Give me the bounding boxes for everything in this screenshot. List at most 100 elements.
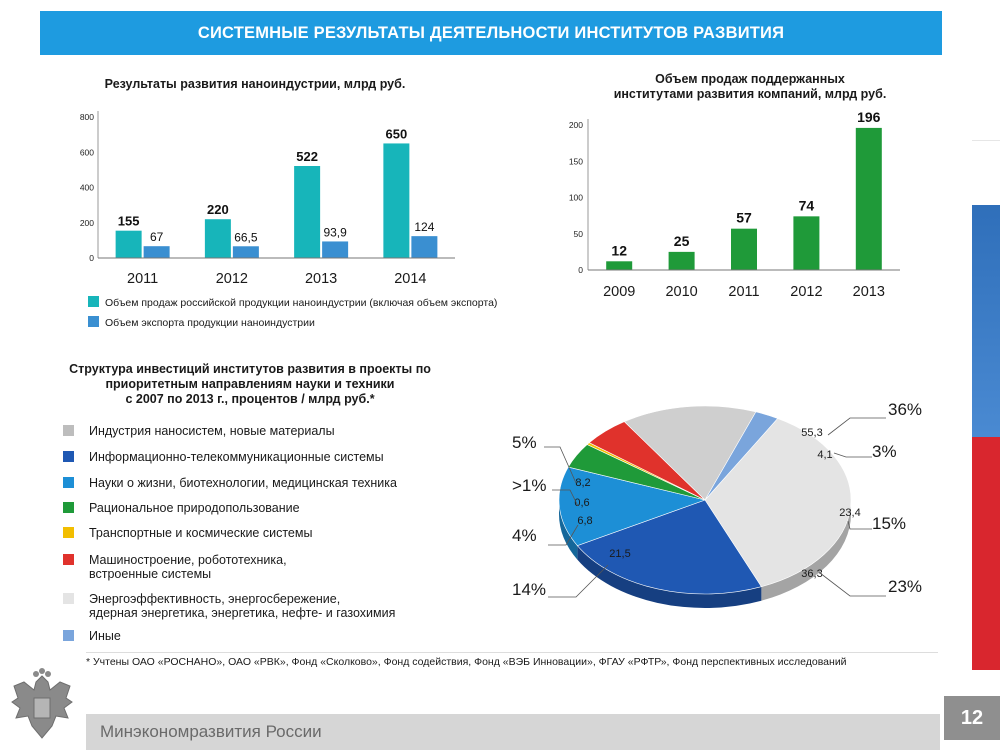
chart1-x-tick: 2014 — [394, 271, 426, 287]
chart1-title: Результаты развития наноиндустрии, млрд … — [104, 77, 406, 91]
chart2-title-line-1: институтами развития компаний, млрд руб. — [613, 87, 887, 101]
chart2-y-tick: 150 — [569, 156, 583, 166]
pie-leader-line — [548, 524, 579, 546]
chart3-legend-label-6a: Энергоэффективность, энергосбережение, — [89, 592, 341, 606]
chart2-data-label: 57 — [736, 210, 752, 226]
pie-slice-side — [559, 500, 578, 560]
chart1-bar — [143, 246, 170, 258]
pie-slice-side — [761, 500, 851, 601]
chart3-legend-label-4: Транспортные и космические системы — [89, 526, 313, 540]
chart1-y-tick: 0 — [89, 253, 94, 263]
chart1-legend-swatch-0 — [88, 296, 99, 307]
chart1-legend-label-0: Объем продаж российской продукции наноин… — [105, 297, 498, 309]
chart1-plot: 800 600 400 200 0 155 67 2011 220 66,5 2012 522 93,9… — [80, 111, 455, 287]
chart2-bar — [793, 216, 820, 270]
chart3-legend-swatch-6 — [63, 593, 74, 604]
chart2-title: Объем продаж поддержанных институтами ра… — [560, 72, 940, 102]
pie-value-label: 0,6 — [574, 497, 589, 509]
chart3-legend-label-3: Рациональное природопользование — [89, 501, 300, 515]
chart3-legend-swatch-3 — [63, 502, 74, 513]
chart1-x-tick: 2012 — [216, 271, 248, 287]
pie-percent-label: 23% — [888, 577, 922, 596]
chart2-data-label: 196 — [857, 109, 881, 125]
chart3-legend-label-6b: ядерная энергетика, энергетика, нефте- и… — [89, 606, 396, 620]
footnote: * Учтены ОАО «РОСНАНО», ОАО «РВК», Фонд … — [86, 656, 847, 668]
pie-slice — [576, 499, 762, 595]
ministry-name: Минэкономразвития России — [100, 722, 322, 741]
footnote-divider — [86, 652, 938, 653]
chart1-bar — [232, 246, 259, 258]
chart2-x-tick: 2009 — [603, 284, 635, 300]
chart2-data-label: 12 — [611, 242, 627, 258]
chart2-bar — [855, 127, 882, 271]
chart3-legend-swatch-5 — [63, 554, 74, 565]
chart2-x-tick: 2011 — [728, 284, 759, 300]
chart1-y-tick: 400 — [80, 183, 94, 193]
chart3-title: Структура инвестиций институтов развития… — [55, 362, 445, 407]
pie-percent-label: 36% — [888, 400, 922, 419]
chart3-title-line-2: с 2007 по 2013 г., процентов / млрд руб.… — [125, 392, 375, 406]
page-title: СИСТЕМНЫЕ РЕЗУЛЬТАТЫ ДЕЯТЕЛЬНОСТИ ИНСТИТ… — [197, 24, 785, 42]
flag-stripe-blue — [972, 205, 1000, 437]
pie-leader-line — [847, 520, 872, 530]
chart1-legend-swatch-1 — [88, 316, 99, 327]
chart1-x-tick: 2011 — [127, 271, 158, 287]
chart2-x-tick: 2013 — [853, 284, 885, 300]
chart2-plot: 200 150 100 50 0 12 2009 25 2010 57 2011 74 2012 196 2… — [569, 109, 900, 300]
pie-leader-line — [544, 446, 577, 484]
chart1-data-label: 155 — [118, 214, 140, 229]
pie-value-label: 36,3 — [801, 568, 822, 580]
chart1-bar — [383, 143, 410, 258]
chart2-data-label: 25 — [674, 233, 690, 249]
chart2-y-tick: 200 — [569, 120, 583, 130]
pie-value-label: 55,3 — [801, 427, 822, 439]
coat-of-arms-icon — [6, 668, 78, 746]
chart3-legend-swatch-7 — [63, 630, 74, 641]
pie-leader-line — [552, 489, 579, 507]
chart1-data-label: 67 — [150, 230, 164, 244]
chart1-data-label: 124 — [414, 220, 434, 234]
chart1-legend-item-1: Объем экспорта продукции наноиндустрии — [88, 316, 315, 329]
pie-value-label: 6,8 — [577, 515, 592, 527]
chart3-legend-label-7: Иные — [89, 629, 121, 643]
chart2-y-tick: 100 — [569, 193, 583, 203]
chart3-legend-swatch-1 — [63, 451, 74, 462]
chart1-y-tick: 200 — [80, 218, 94, 228]
chart3-pie: 55,3 36,3 21,5 6,8 0,6 8,2 23,4 4,1 36% 23% 14% 4% >… — [512, 400, 922, 608]
chart2-bar — [606, 261, 633, 270]
chart1-bar — [115, 230, 142, 258]
pie-slice — [704, 411, 779, 501]
pie-value-label: 23,4 — [839, 507, 860, 519]
chart1-bar — [322, 241, 349, 258]
pie-slice — [704, 418, 852, 588]
pie-value-label: 8,2 — [575, 477, 590, 489]
chart1-y-tick: 600 — [80, 147, 94, 157]
chart2-y-tick: 50 — [574, 229, 584, 239]
chart2-data-label: 74 — [799, 197, 815, 213]
chart1-bar — [411, 236, 438, 258]
chart3-legend-swatch-2 — [63, 477, 74, 488]
chart3-legend-label-0: Индустрия наносистем, новые материалы — [89, 424, 335, 438]
chart2-bar — [668, 251, 695, 270]
footer-bar — [86, 714, 940, 750]
pie-percent-label: 3% — [872, 442, 897, 461]
chart3-legend-label-5a: Машиностроение, робототехника, — [89, 553, 287, 567]
chart2-y-tick: 0 — [578, 265, 583, 275]
chart1-legend-item-0: Объем продаж российской продукции наноин… — [88, 296, 497, 309]
chart1-data-label: 650 — [386, 126, 408, 141]
flag-stripe-white — [972, 140, 1000, 206]
chart1-legend-label-1: Объем экспорта продукции наноиндустрии — [105, 317, 315, 329]
chart3-legend-label-5b: встроенные системы — [89, 567, 212, 581]
chart1-data-label: 66,5 — [234, 230, 258, 244]
chart2-bar — [731, 228, 757, 270]
flag-stripe-red — [972, 437, 1000, 670]
pie-value-label: 4,1 — [817, 449, 832, 461]
chart1-data-label: 220 — [207, 202, 229, 217]
pie-percent-label: 5% — [512, 433, 537, 452]
pie-percent-label: 4% — [512, 526, 537, 545]
pie-slice — [558, 466, 707, 546]
chart3-title-line-0: Структура инвестиций институтов развития… — [69, 362, 431, 376]
chart3-legend-swatch-0 — [63, 425, 74, 436]
pie-percent-label: >1% — [512, 476, 547, 495]
chart1-bar — [204, 219, 231, 258]
